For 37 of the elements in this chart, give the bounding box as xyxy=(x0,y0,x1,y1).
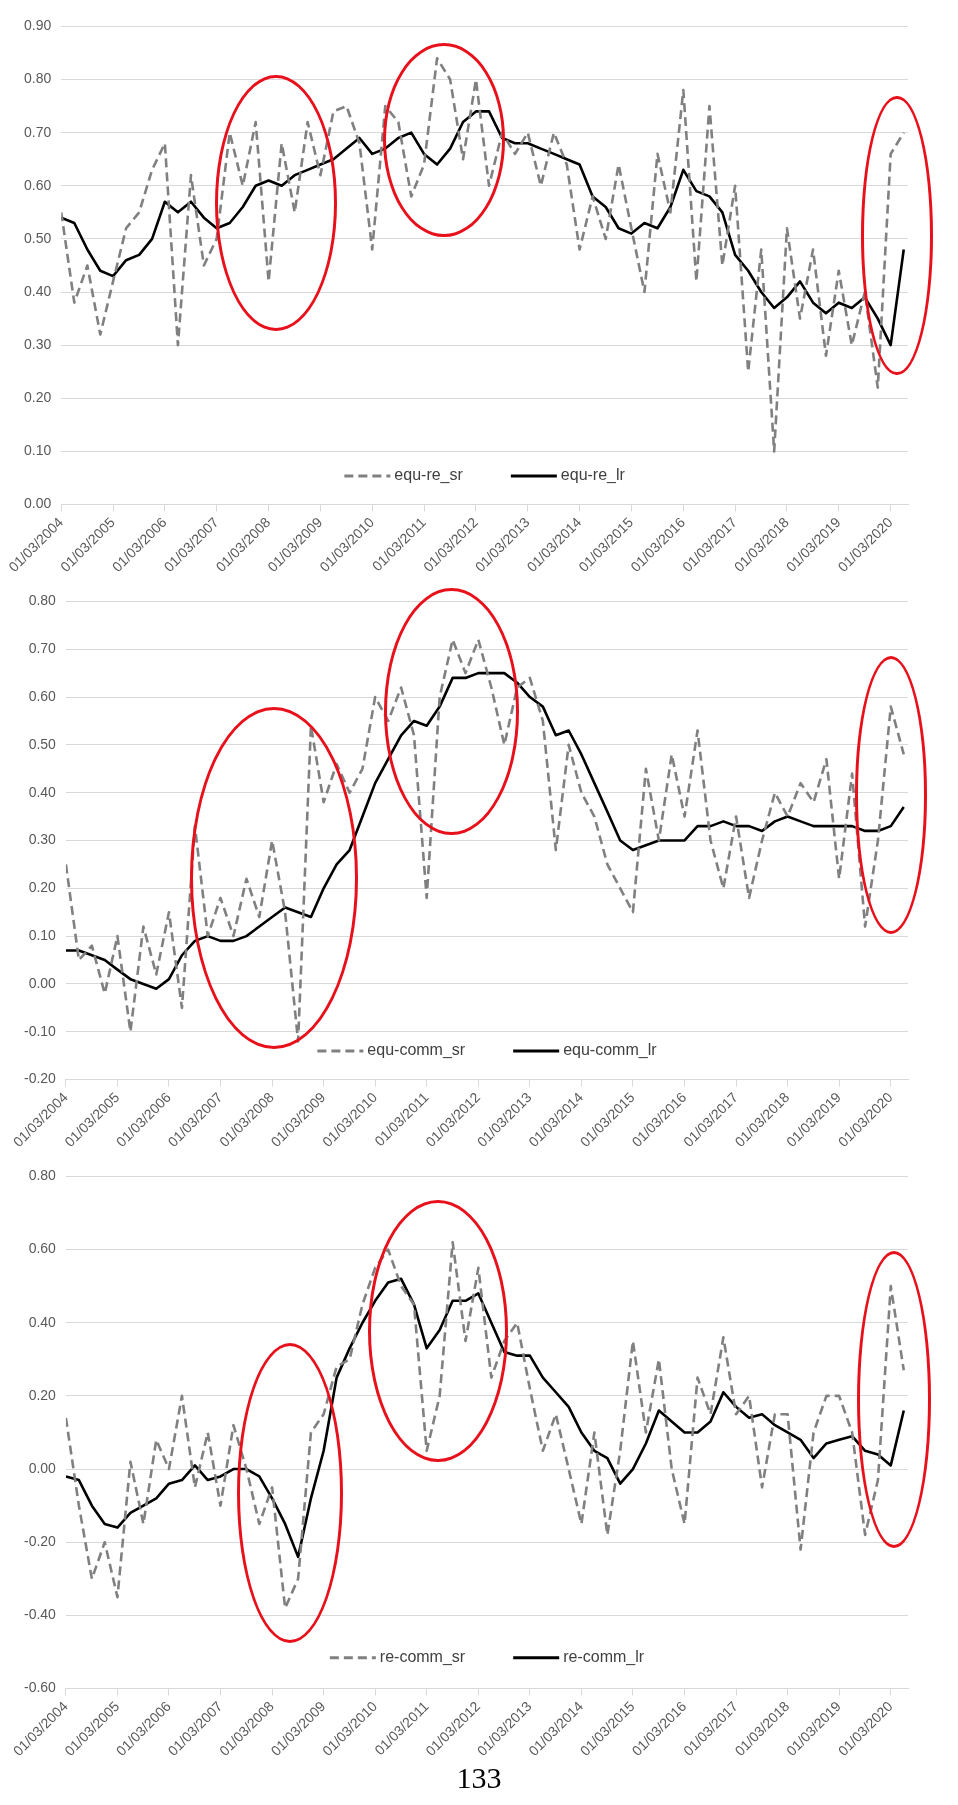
y-tick-label: 0.30 xyxy=(28,831,57,848)
legend-label: equ-re_sr xyxy=(394,466,464,485)
y-tick-label: 0.10 xyxy=(28,926,57,943)
y-tick-label: 0.00 xyxy=(28,1459,57,1476)
legend-label: re-comm_lr xyxy=(563,1648,645,1667)
legend-label: equ-comm_lr xyxy=(563,1041,658,1060)
y-tick-label: 0.60 xyxy=(28,1240,57,1257)
y-tick-label: -0.60 xyxy=(23,1679,57,1696)
legend-label: equ-re_lr xyxy=(560,466,626,485)
y-tick-label: 0.00 xyxy=(28,974,57,991)
text: 133 xyxy=(456,1760,502,1794)
y-tick-label: 0.20 xyxy=(28,879,57,896)
y-tick-label: -0.20 xyxy=(23,1533,57,1550)
legend-label: re-comm_sr xyxy=(379,1648,466,1667)
y-tick-label: -0.10 xyxy=(23,1022,57,1039)
y-tick-label: 0.60 xyxy=(28,687,57,704)
y-tick-label: 0.10 xyxy=(24,442,52,459)
y-tick-label: 0.70 xyxy=(28,640,57,657)
y-tick-label: 0.40 xyxy=(24,282,52,299)
y-tick-label: 0.80 xyxy=(24,70,52,87)
y-tick-label: 0.20 xyxy=(24,389,52,406)
y-tick-label: 0.30 xyxy=(24,336,52,353)
y-tick-label: -0.20 xyxy=(23,1070,57,1087)
y-tick-label: 0.40 xyxy=(28,1313,57,1330)
y-tick-label: 0.90 xyxy=(24,17,52,34)
y-tick-label: 0.20 xyxy=(28,1386,57,1403)
y-tick-label: 0.40 xyxy=(28,783,57,800)
y-tick-label: 0.00 xyxy=(24,495,52,512)
y-tick-label: 0.70 xyxy=(24,123,52,140)
y-tick-label: -0.40 xyxy=(23,1606,57,1623)
y-tick-label: 0.80 xyxy=(28,1167,57,1184)
y-tick-label: 0.60 xyxy=(24,176,52,193)
line-series xyxy=(61,56,906,453)
y-tick-label: 0.50 xyxy=(28,735,57,752)
y-tick-label: 0.50 xyxy=(24,229,52,246)
y-tick-label: 0.80 xyxy=(28,592,57,609)
legend-label: equ-comm_sr xyxy=(367,1041,466,1060)
